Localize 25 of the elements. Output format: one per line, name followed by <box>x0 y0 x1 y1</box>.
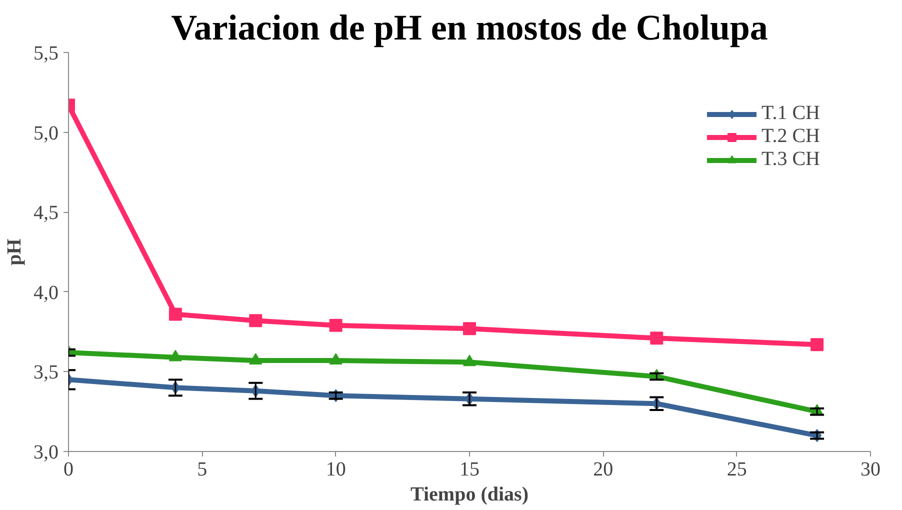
legend-label: T.1 CH <box>761 102 820 125</box>
y-tick-label: 3,0 <box>34 442 58 464</box>
legend-label: T.2 CH <box>761 125 820 148</box>
x-tick-label: 10 <box>326 458 346 480</box>
point <box>650 332 664 345</box>
legend-label: T.3 CH <box>761 148 820 171</box>
x-tick-label: 15 <box>460 458 480 480</box>
chart-title: Variacion de pH en mostos de Cholupa <box>171 8 768 48</box>
x-tick-label: 30 <box>860 458 880 480</box>
point <box>249 314 262 328</box>
point <box>810 338 824 352</box>
y-tick-label: 3,5 <box>34 362 58 384</box>
y-tick-label: 5,5 <box>34 42 58 64</box>
x-tick-label: 20 <box>593 458 614 480</box>
point <box>168 308 182 321</box>
x-tick-label: 25 <box>726 458 747 480</box>
y-tick-label: 5,0 <box>34 122 58 144</box>
x-tick-label: 5 <box>197 458 208 480</box>
y-tick-label: 4,5 <box>34 202 58 224</box>
point <box>329 318 342 332</box>
x-axis-title: Tiempo (dias) <box>410 484 528 506</box>
point <box>463 322 476 336</box>
x-tick-label: 0 <box>64 458 74 480</box>
y-axis-title: pH <box>4 238 26 266</box>
y-tick-label: 4,0 <box>34 282 58 304</box>
